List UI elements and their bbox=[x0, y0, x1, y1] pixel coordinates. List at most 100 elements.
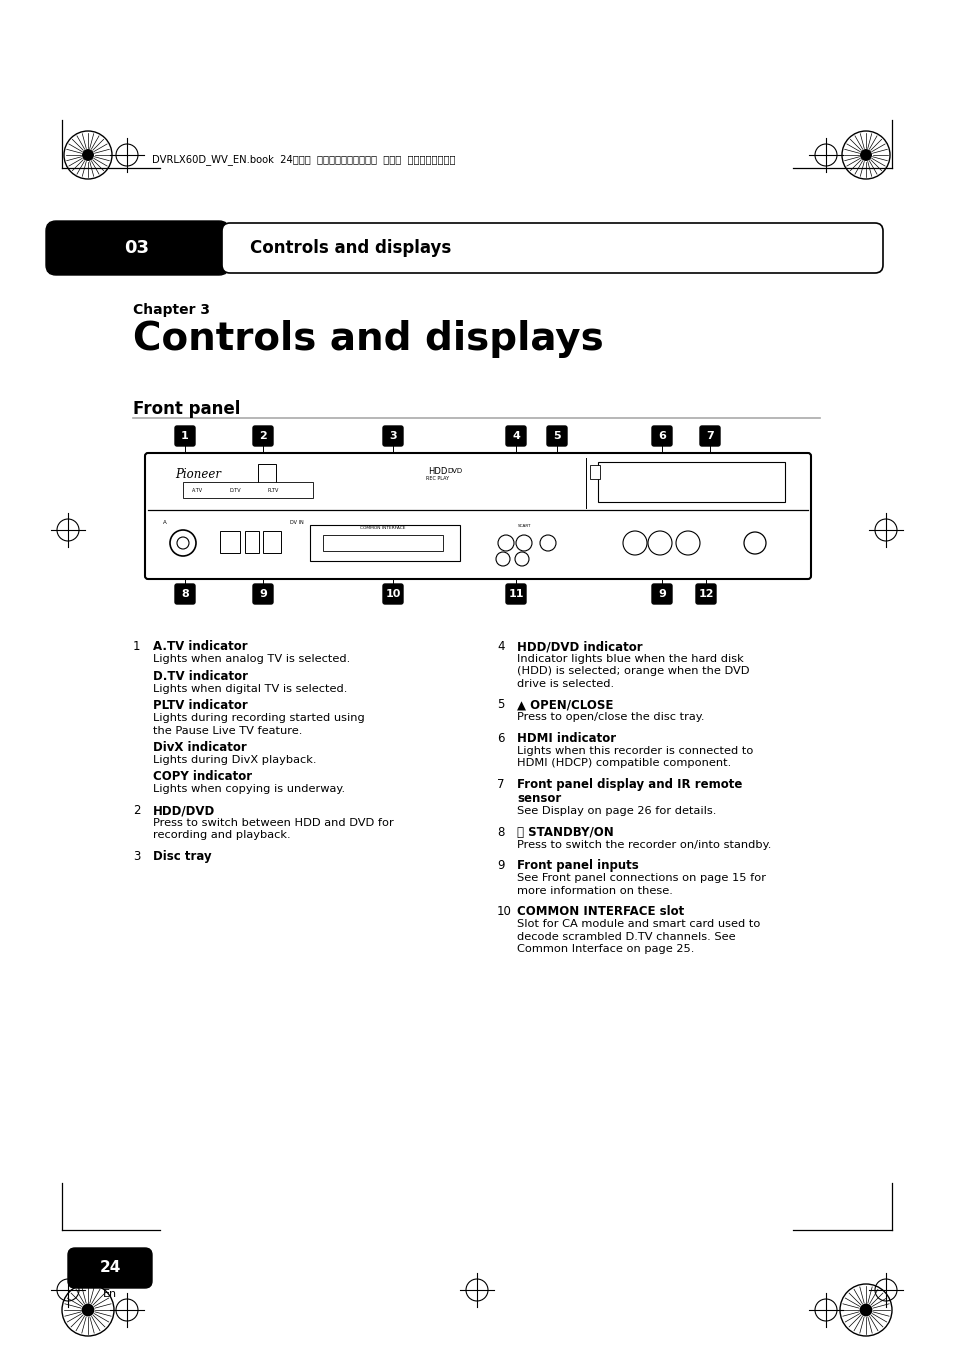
Text: 11: 11 bbox=[508, 589, 523, 598]
Text: Lights during recording started using: Lights during recording started using bbox=[152, 713, 364, 723]
FancyBboxPatch shape bbox=[253, 584, 273, 604]
Bar bbox=[245, 531, 258, 553]
Text: Lights when analog TV is selected.: Lights when analog TV is selected. bbox=[152, 654, 350, 663]
Text: Common Interface on page 25.: Common Interface on page 25. bbox=[517, 944, 694, 954]
Text: 7: 7 bbox=[497, 778, 504, 790]
FancyBboxPatch shape bbox=[174, 426, 194, 446]
Text: COPY indicator: COPY indicator bbox=[152, 770, 252, 784]
Text: Press to switch the recorder on/into standby.: Press to switch the recorder on/into sta… bbox=[517, 839, 771, 850]
FancyBboxPatch shape bbox=[651, 584, 671, 604]
Text: 8: 8 bbox=[181, 589, 189, 598]
Text: ⏻ STANDBY/ON: ⏻ STANDBY/ON bbox=[517, 825, 613, 839]
Text: 24: 24 bbox=[99, 1260, 121, 1275]
FancyBboxPatch shape bbox=[222, 223, 882, 273]
Text: Press to open/close the disc tray.: Press to open/close the disc tray. bbox=[517, 712, 703, 723]
Bar bbox=[598, 462, 784, 503]
FancyBboxPatch shape bbox=[505, 426, 525, 446]
FancyBboxPatch shape bbox=[174, 584, 194, 604]
Text: Lights during DivX playback.: Lights during DivX playback. bbox=[152, 755, 316, 765]
FancyBboxPatch shape bbox=[145, 453, 810, 580]
Text: DVD: DVD bbox=[447, 467, 462, 474]
Circle shape bbox=[647, 531, 671, 555]
Circle shape bbox=[83, 150, 93, 161]
Text: DV IN: DV IN bbox=[290, 520, 303, 526]
Text: HDD: HDD bbox=[428, 466, 447, 476]
FancyBboxPatch shape bbox=[253, 426, 273, 446]
Text: PLTV: PLTV bbox=[268, 488, 279, 493]
Text: 6: 6 bbox=[658, 431, 665, 440]
FancyBboxPatch shape bbox=[382, 584, 402, 604]
Circle shape bbox=[170, 530, 195, 557]
Circle shape bbox=[860, 150, 870, 161]
Text: 8: 8 bbox=[497, 825, 504, 839]
Text: Chapter 3: Chapter 3 bbox=[132, 303, 210, 317]
Text: A: A bbox=[163, 520, 167, 526]
Text: 03: 03 bbox=[125, 239, 150, 257]
Text: See Front panel connections on page 15 for: See Front panel connections on page 15 f… bbox=[517, 873, 765, 884]
Text: Indicator lights blue when the hard disk: Indicator lights blue when the hard disk bbox=[517, 654, 743, 663]
Text: HDD/DVD: HDD/DVD bbox=[152, 804, 215, 817]
Bar bbox=[263, 531, 281, 553]
FancyBboxPatch shape bbox=[46, 222, 229, 276]
Text: 10: 10 bbox=[385, 589, 400, 598]
Text: PLTV indicator: PLTV indicator bbox=[152, 698, 248, 712]
Text: 4: 4 bbox=[497, 640, 504, 653]
Text: 7: 7 bbox=[705, 431, 713, 440]
FancyBboxPatch shape bbox=[382, 426, 402, 446]
Text: Lights when digital TV is selected.: Lights when digital TV is selected. bbox=[152, 684, 347, 693]
Text: more information on these.: more information on these. bbox=[517, 885, 672, 896]
Text: 4: 4 bbox=[512, 431, 519, 440]
FancyBboxPatch shape bbox=[651, 426, 671, 446]
Bar bbox=[257, 463, 275, 490]
Text: 3: 3 bbox=[132, 850, 140, 863]
Text: 10: 10 bbox=[497, 905, 512, 917]
Text: En: En bbox=[103, 1289, 117, 1300]
Text: 2: 2 bbox=[259, 431, 267, 440]
Text: sensor: sensor bbox=[517, 792, 560, 805]
Text: the Pause Live TV feature.: the Pause Live TV feature. bbox=[152, 725, 302, 735]
FancyBboxPatch shape bbox=[68, 1248, 152, 1288]
Circle shape bbox=[539, 535, 556, 551]
Text: 12: 12 bbox=[698, 589, 713, 598]
Text: D.TV indicator: D.TV indicator bbox=[152, 670, 248, 682]
Text: drive is selected.: drive is selected. bbox=[517, 680, 614, 689]
Text: DivX indicator: DivX indicator bbox=[152, 740, 247, 754]
Bar bbox=[589, 465, 599, 480]
Text: D.TV: D.TV bbox=[230, 488, 241, 493]
Circle shape bbox=[177, 536, 189, 549]
Text: 5: 5 bbox=[497, 698, 504, 712]
Circle shape bbox=[743, 532, 765, 554]
Text: recording and playback.: recording and playback. bbox=[152, 831, 291, 840]
Text: 1: 1 bbox=[181, 431, 189, 440]
Text: 9: 9 bbox=[259, 589, 267, 598]
Text: Front panel inputs: Front panel inputs bbox=[517, 859, 639, 871]
Text: 3: 3 bbox=[389, 431, 396, 440]
Bar bbox=[220, 531, 240, 553]
Text: DVRLX60D_WV_EN.book  24ページ  ２００７年３月２６日  月曜日  午後１２時１６分: DVRLX60D_WV_EN.book 24ページ ２００７年３月２６日 月曜日… bbox=[152, 154, 455, 165]
Text: decode scrambled D.TV channels. See: decode scrambled D.TV channels. See bbox=[517, 931, 735, 942]
Text: Slot for CA module and smart card used to: Slot for CA module and smart card used t… bbox=[517, 919, 760, 929]
Text: COMMON INTERFACE: COMMON INTERFACE bbox=[360, 526, 405, 530]
Text: A.TV indicator: A.TV indicator bbox=[152, 640, 248, 653]
Text: 1: 1 bbox=[132, 640, 140, 653]
Text: 2: 2 bbox=[132, 804, 140, 817]
Text: Front panel display and IR remote: Front panel display and IR remote bbox=[517, 778, 741, 790]
Text: 9: 9 bbox=[497, 859, 504, 871]
Text: Press to switch between HDD and DVD for: Press to switch between HDD and DVD for bbox=[152, 817, 394, 828]
Bar bbox=[310, 526, 459, 561]
Text: ▲ OPEN/CLOSE: ▲ OPEN/CLOSE bbox=[517, 698, 613, 712]
Circle shape bbox=[860, 1304, 871, 1316]
Text: Disc tray: Disc tray bbox=[152, 850, 212, 863]
Circle shape bbox=[516, 535, 532, 551]
Text: A.TV: A.TV bbox=[192, 488, 203, 493]
Bar bbox=[323, 535, 442, 551]
Bar bbox=[183, 482, 313, 499]
Text: See Display on page 26 for details.: See Display on page 26 for details. bbox=[517, 807, 716, 816]
Text: 5: 5 bbox=[553, 431, 560, 440]
Circle shape bbox=[496, 553, 510, 566]
FancyBboxPatch shape bbox=[696, 584, 716, 604]
Circle shape bbox=[622, 531, 646, 555]
Text: Lights when copying is underway.: Lights when copying is underway. bbox=[152, 785, 345, 794]
Text: HDMI indicator: HDMI indicator bbox=[517, 732, 616, 744]
Text: 6: 6 bbox=[497, 732, 504, 744]
